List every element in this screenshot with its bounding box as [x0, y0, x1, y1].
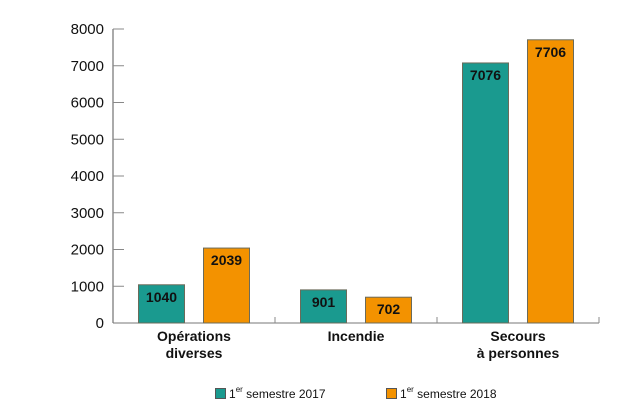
y-tick-label: 8000	[71, 21, 104, 38]
y-tick-label: 3000	[71, 205, 104, 222]
bar	[138, 284, 185, 324]
category-label: Secours	[490, 328, 545, 344]
bar	[527, 39, 574, 324]
y-tick-label: 2000	[71, 242, 104, 259]
legend-item-2018: 1er semestre 2018	[386, 385, 497, 401]
y-tick-label: 5000	[71, 131, 104, 148]
category-label: Incendie	[328, 328, 385, 344]
bar-value-label: 901	[312, 294, 336, 310]
legend-label-2018: 1er semestre 2018	[400, 385, 497, 401]
y-tick-label: 4000	[71, 168, 104, 185]
bar	[203, 247, 250, 324]
legend-swatch-2018	[386, 388, 397, 399]
y-tick-label: 7000	[71, 58, 104, 75]
y-tick-label: 0	[96, 315, 104, 332]
bar-value-label: 7076	[470, 67, 501, 83]
legend-item-2017: 1er semestre 2017	[215, 385, 326, 401]
category-label: Opérations	[157, 328, 231, 344]
bar-value-label: 2039	[211, 252, 242, 268]
legend-swatch-2017	[215, 388, 226, 399]
bar	[300, 289, 347, 324]
bar-value-label: 1040	[146, 289, 177, 305]
bars	[138, 39, 574, 324]
bar	[462, 62, 509, 324]
y-tick-label: 1000	[71, 278, 104, 295]
legend-label-2017: 1er semestre 2017	[229, 385, 326, 401]
bar-value-label: 702	[377, 301, 401, 317]
y-tick-label: 6000	[71, 95, 104, 112]
axes: 0 1000 2000 3000 4000 5000 6000 7000 8000	[71, 21, 600, 332]
category-label: diverses	[166, 345, 223, 361]
bar	[365, 296, 412, 324]
category-label: à personnes	[477, 345, 560, 361]
bar-value-label: 7706	[535, 44, 566, 60]
